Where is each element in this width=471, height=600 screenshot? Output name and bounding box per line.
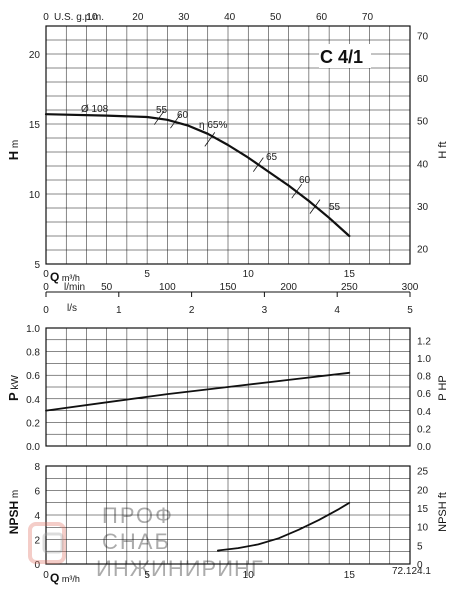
npsh-ft-tick-label: 15 (417, 504, 429, 515)
efficiency-60-label-right-tick (291, 183, 303, 199)
npsh-y-tick-label: 2 (34, 536, 40, 547)
gpm-tick-label: 40 (224, 12, 236, 23)
npsh-q-tick-label: 10 (243, 570, 255, 581)
npsh-y-axis-label: NPSH m (7, 490, 21, 534)
power-hp-tick-label: 1.2 (417, 336, 431, 347)
power-hp-tick-label: 0.2 (417, 424, 431, 435)
ls-tick-label: 1 (116, 305, 122, 316)
lmin-tick-label: 200 (280, 282, 297, 293)
head-ft-tick-label: 70 (417, 31, 429, 42)
impeller-diameter-label: Ø 108 (81, 104, 109, 115)
lmin-tick-label: 250 (341, 282, 358, 293)
lmin-axis-label: l/min (64, 282, 85, 293)
head-ft-tick-label: 40 (417, 159, 429, 170)
npsh-y-tick-label: 0 (34, 560, 40, 571)
power-hp-tick-label: 0.8 (417, 372, 431, 383)
lmin-tick-label: 300 (402, 282, 419, 293)
power-y-tick-label: 1.0 (26, 324, 40, 335)
power-y-axis-label: P kW (6, 374, 21, 400)
lmin-tick-label: 150 (220, 282, 237, 293)
head-y-tick-label: 5 (34, 260, 40, 271)
ls-axis-label: l/s (67, 303, 77, 314)
ls-tick-label: 4 (334, 305, 340, 316)
npsh-ft-tick-label: 20 (417, 485, 429, 496)
watermark-logo-mark (28, 522, 66, 564)
efficiency-60-label-left: 60 (177, 110, 189, 121)
lmin-tick-label: 50 (101, 282, 113, 293)
gpm-tick-label: 0 (43, 12, 49, 23)
npsh-y-tick-label: 4 (34, 511, 40, 522)
ls-tick-label: 2 (189, 305, 195, 316)
npsh-curve (217, 501, 351, 552)
head-ft-tick-label: 20 (417, 245, 429, 256)
power-y-tick-label: 0.6 (26, 371, 40, 382)
power-hp-axis-label: P HP (437, 375, 449, 400)
q-m3h-tick-label: 15 (344, 269, 356, 280)
gpm-tick-label: 50 (270, 12, 282, 23)
efficiency-peak-label-tick (204, 132, 216, 147)
reference-code: 72.124.1 (392, 566, 431, 577)
lmin-tick-label: 100 (159, 282, 176, 293)
power-curve (45, 371, 351, 412)
power-hp-tick-label: 0.4 (417, 407, 431, 418)
ls-tick-label: 5 (407, 305, 413, 316)
npsh-ft-tick-label: 0 (417, 560, 423, 571)
efficiency-peak-label: η 65% (199, 120, 227, 131)
efficiency-55-label-left: 55 (156, 105, 168, 116)
power-hp-tick-label: 1.0 (417, 354, 431, 365)
watermark-logo-inner (42, 532, 64, 554)
npsh-ft-tick-label: 10 (417, 523, 429, 534)
npsh-q-tick-label: 5 (144, 570, 150, 581)
gpm-tick-label: 10 (86, 12, 98, 23)
ls-tick-label: 0 (43, 305, 49, 316)
lmin-tick-label: 0 (43, 282, 49, 293)
head-ft-tick-label: 60 (417, 74, 429, 85)
gpm-axis-label: U.S. g.p.m. (54, 12, 104, 23)
power-hp-tick-label: 0.0 (417, 442, 431, 453)
head-y-tick-label: 20 (29, 50, 41, 61)
head-y-tick-label: 15 (29, 120, 41, 131)
gpm-tick-label: 70 (362, 12, 374, 23)
efficiency-65-label-right-tick (253, 157, 264, 172)
npsh-q-tick-label: 15 (344, 570, 356, 581)
watermark-line-2: СНАБ (102, 529, 171, 554)
efficiency-65-label-right: 65 (266, 152, 278, 163)
q-m3h-tick-label: 0 (43, 269, 49, 280)
head-y-axis-label: H m (6, 140, 21, 161)
power-hp-tick-label: 0.6 (417, 389, 431, 400)
gpm-tick-label: 30 (178, 12, 190, 23)
npsh-y-tick-label: 8 (34, 462, 40, 473)
head-y-tick-label: 10 (29, 190, 41, 201)
npsh-q-tick-label: 0 (43, 570, 49, 581)
chart-title: C 4/1 (320, 47, 363, 67)
gpm-tick-label: 20 (132, 12, 144, 23)
head-ft-tick-label: 30 (417, 202, 429, 213)
efficiency-55-label-right: 55 (329, 202, 341, 213)
npsh-ft-axis-label: NPSH ft (437, 492, 449, 532)
efficiency-60-label-right: 60 (299, 175, 311, 186)
head-ft-tick-label: 50 (417, 117, 429, 128)
head-curve (44, 113, 351, 238)
npsh-ft-tick-label: 5 (417, 541, 423, 552)
chart-title-bg (319, 44, 371, 68)
efficiency-55-label-left-tick (153, 110, 165, 125)
watermark-line-3: ИНЖИНИРИНГ (96, 556, 264, 581)
power-y-tick-label: 0.4 (26, 395, 40, 406)
ls-tick-label: 3 (262, 305, 268, 316)
power-y-tick-label: 0.2 (26, 418, 40, 429)
q-m3h-tick-label: 10 (243, 269, 255, 280)
efficiency-60-label-left-tick (170, 113, 181, 129)
watermark-line-1: ПРОФ (102, 503, 174, 528)
q-axis-label: Q m³/h (50, 270, 80, 284)
power-y-tick-label: 0.0 (26, 442, 40, 453)
head-ft-axis-label: H ft (437, 141, 449, 158)
npsh-q-axis-label: Q m³/h (50, 571, 80, 585)
gpm-tick-label: 60 (316, 12, 328, 23)
npsh-y-tick-label: 6 (34, 487, 40, 498)
power-y-tick-label: 0.8 (26, 348, 40, 359)
q-m3h-tick-label: 5 (144, 269, 150, 280)
efficiency-55-label-right-tick (309, 199, 321, 214)
npsh-ft-tick-label: 25 (417, 467, 429, 478)
